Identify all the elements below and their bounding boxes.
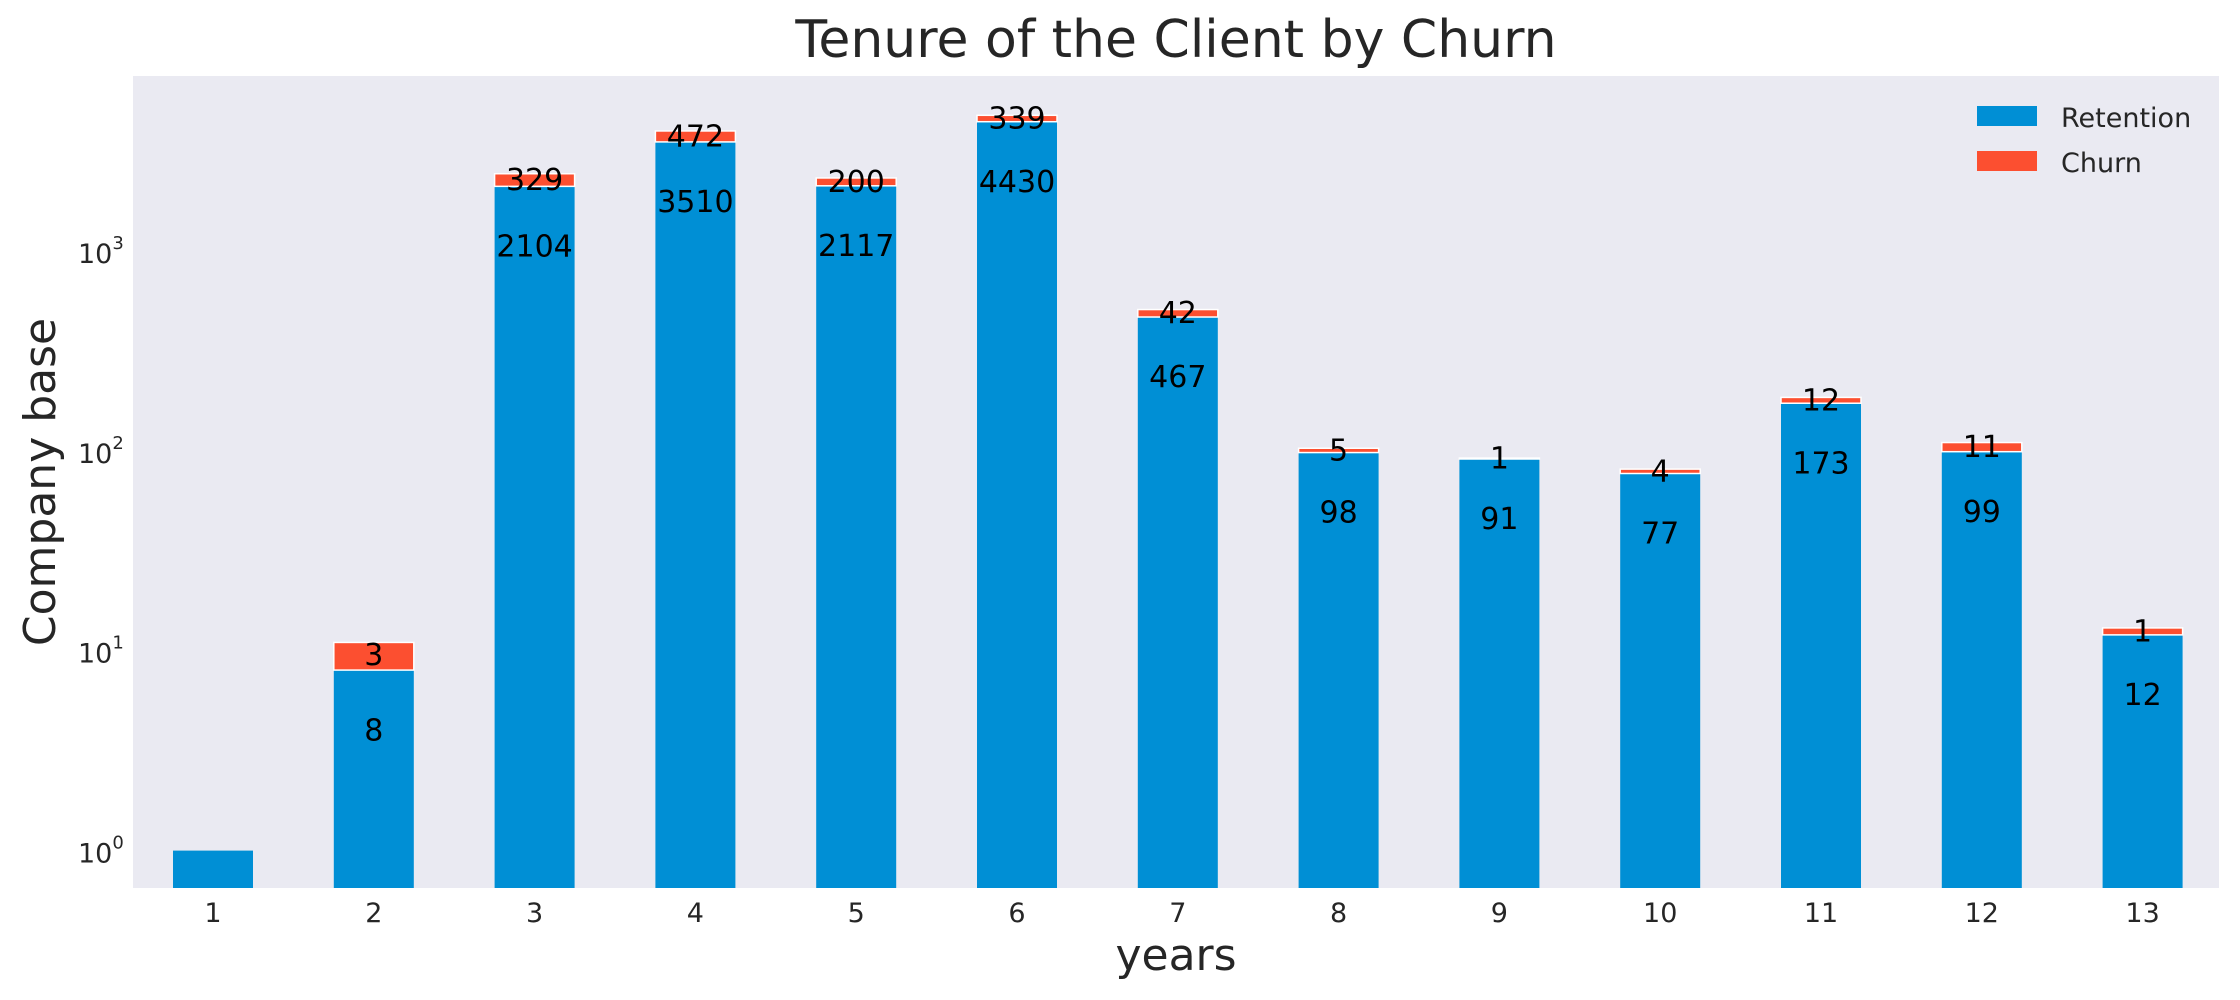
y-tick-0: 100 [78,833,124,870]
y-axis-ticks: 100 101 102 103 [78,233,124,870]
bar-churn-4 [654,130,737,143]
bar-retention-13 [2102,634,2183,888]
bar-retention-1 [173,850,253,888]
y-tick-2: 102 [78,433,124,470]
bar-churn-11 [1780,396,1862,404]
x-tick-5: 5 [848,898,865,929]
label-churn-9: 1 [1490,442,1509,477]
bar-churn-7 [1137,308,1219,318]
legend: Retention Churn [1977,103,2191,179]
label-retention-4: 3510 [657,185,733,220]
x-tick-12: 12 [1965,898,1999,929]
label-churn-6: 339 [988,101,1045,136]
legend-swatch-retention [1977,106,2037,126]
legend-label-churn: Churn [2061,148,2142,179]
x-axis-ticks: 1 2 3 4 5 6 7 8 9 10 11 12 13 [204,898,2159,929]
label-retention-13: 12 [2124,678,2162,713]
bar-churn-5 [815,177,897,187]
bar-retention-7 [1137,317,1218,888]
bar-retention-12 [1941,451,2022,888]
x-tick-9: 9 [1491,898,1508,929]
label-retention-12: 99 [1963,495,2001,530]
y-tick-1: 101 [78,633,124,670]
x-tick-8: 8 [1330,898,1347,929]
label-churn-5: 200 [828,165,885,200]
x-tick-7: 7 [1169,898,1186,929]
bar-retention-5 [816,185,897,888]
label-retention-10: 77 [1641,517,1679,552]
x-tick-1: 1 [204,898,221,929]
label-retention-11: 173 [1792,446,1849,481]
label-churn-4: 472 [667,119,724,154]
bar-retention-2 [333,670,414,888]
x-tick-10: 10 [1643,898,1677,929]
bar-churn-13 [2101,627,2184,636]
label-churn-3: 329 [506,163,563,198]
label-churn-13: 1 [2133,614,2152,649]
bar-churn-10 [1619,468,1701,475]
label-retention-3: 2104 [496,230,572,265]
x-tick-2: 2 [365,898,382,929]
x-tick-11: 11 [1804,898,1838,929]
y-axis-label: Company base [15,318,66,646]
x-tick-3: 3 [526,898,543,929]
data-labels-layer: 8 3 2104 329 3510 472 2117 200 4430 339 467 42 98 5 91… [364,101,2161,748]
x-tick-4: 4 [687,898,704,929]
legend-swatch-churn [1977,151,2037,171]
bar-churn-8 [1297,447,1380,454]
bar-retention-11 [1781,403,1861,888]
label-churn-2: 3 [364,638,383,673]
bar-retention-9 [1459,459,1540,888]
x-axis-label: years [1115,930,1236,981]
bar-churn-2 [333,641,415,671]
bar-churn-9 [1458,457,1541,460]
bar-churn-3 [493,172,576,188]
bar-retention-10 [1620,473,1701,888]
label-retention-9: 91 [1480,502,1518,537]
chart-title: Tenure of the Client by Churn [794,10,1556,70]
label-retention-6: 4430 [979,165,1055,200]
bar-retention-6 [977,121,1057,888]
label-retention-8: 98 [1320,496,1358,531]
label-churn-12: 11 [1963,430,2001,465]
y-tick-3: 103 [78,233,124,270]
label-churn-7: 42 [1159,296,1197,331]
legend-label-retention: Retention [2061,103,2191,134]
bar-retention-4 [655,141,736,888]
label-retention-5: 2117 [818,229,894,264]
x-tick-13: 13 [2125,898,2159,929]
label-churn-10: 4 [1651,454,1670,489]
x-tick-6: 6 [1008,898,1025,929]
label-retention-2: 8 [364,713,383,748]
label-churn-8: 5 [1329,433,1348,468]
bar-churn-6 [976,114,1058,123]
label-churn-11: 12 [1802,383,1840,418]
bar-retention-3 [494,186,575,888]
bar-churn-12 [1941,441,2023,453]
bars-layer [173,114,2184,888]
bar-retention-8 [1298,452,1379,888]
label-retention-7: 467 [1149,360,1206,395]
